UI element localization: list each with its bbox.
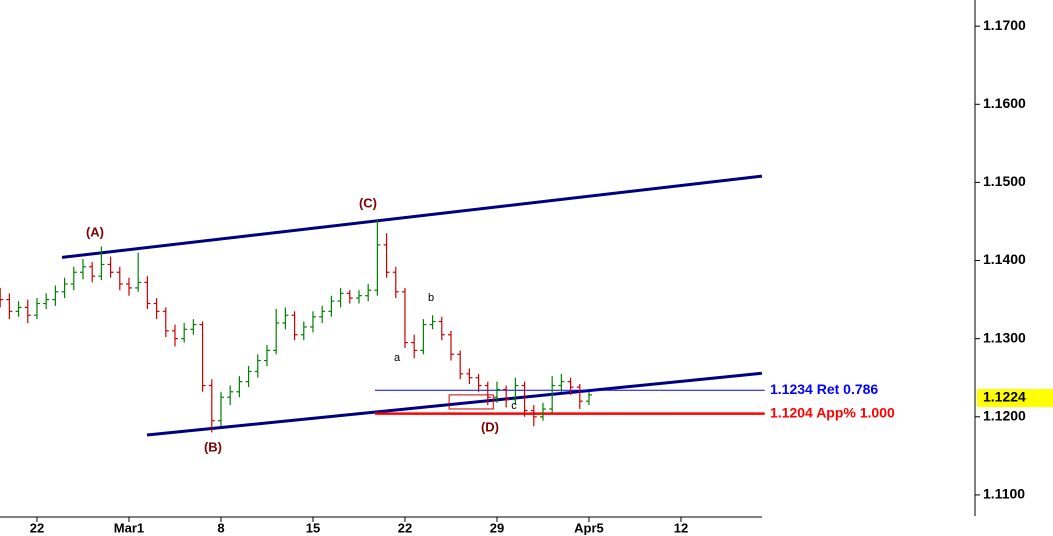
last-price-box: [977, 389, 1053, 408]
y-tick-label: 1.1100: [983, 486, 1025, 502]
y-tick-label: 1.1200: [983, 407, 1026, 423]
trendline: [146, 371, 763, 437]
x-tick-label: 22: [30, 520, 44, 535]
x-tick-label: Mar1: [114, 520, 144, 535]
y-tick-label: 1.1700: [983, 17, 1026, 33]
y-tick-label: 1.1500: [983, 173, 1026, 189]
level-label: 1.1234 Ret 0.786: [770, 381, 878, 397]
x-tick-label: 8: [217, 520, 224, 535]
x-tick-label: 12: [674, 520, 688, 535]
last-price-label: 1.1224: [983, 389, 1026, 405]
wave-label: c: [511, 400, 517, 412]
x-tick-label: 22: [398, 520, 412, 535]
x-tick-label: 29: [490, 520, 504, 535]
level-label: 1.1204 App% 1.000: [770, 404, 895, 420]
wave-label: (C): [359, 195, 377, 210]
y-tick-label: 1.1300: [983, 329, 1026, 345]
y-tick-label: 1.1600: [983, 95, 1026, 111]
wave-label: (D): [481, 419, 499, 434]
wave-label: (B): [204, 439, 222, 454]
x-tick-label: Apr5: [574, 520, 604, 535]
trendline: [61, 174, 763, 259]
y-tick-label: 1.1400: [983, 251, 1026, 267]
zone-box: [448, 394, 494, 410]
wave-label: b: [428, 292, 434, 304]
wave-label: (A): [86, 224, 104, 239]
wave-label: a: [394, 352, 401, 364]
x-tick-label: 15: [306, 520, 320, 535]
